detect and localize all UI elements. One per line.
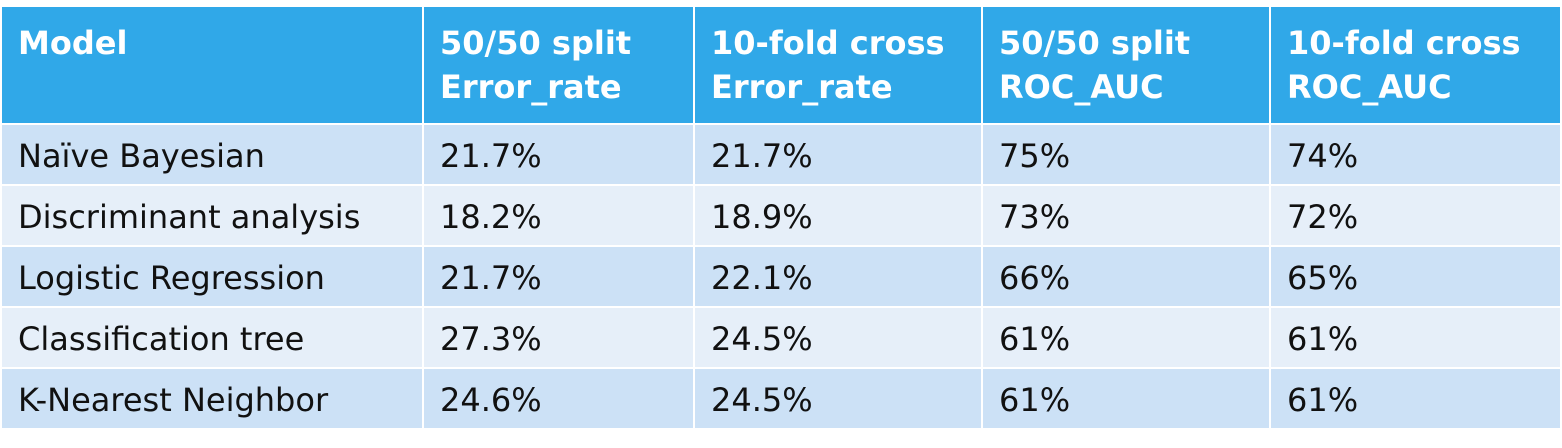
- cell-model: Discriminant analysis: [0, 184, 424, 247]
- header-split-roc-auc: 50/50 split ROC_AUC: [981, 5, 1271, 125]
- header-line: Error_rate: [440, 68, 622, 106]
- cell-split-roc-auc: 75%: [981, 123, 1271, 186]
- cell-cv-roc-auc: 61%: [1269, 367, 1562, 430]
- cell-cv-roc-auc: 72%: [1269, 184, 1562, 247]
- cell-split-error-rate: 21.7%: [422, 123, 695, 186]
- cell-cv-error-rate: 24.5%: [693, 306, 983, 369]
- cell-split-error-rate: 24.6%: [422, 367, 695, 430]
- header-line: Error_rate: [711, 68, 893, 106]
- header-line: 50/50 split: [999, 24, 1191, 62]
- cell-cv-error-rate: 24.5%: [693, 367, 983, 430]
- header-cv-roc-auc: 10-fold cross ROC_AUC: [1269, 5, 1562, 125]
- table-row: Logistic Regression 21.7% 22.1% 66% 65%: [0, 245, 1562, 308]
- cell-cv-roc-auc: 61%: [1269, 306, 1562, 369]
- table-header: Model 50/50 split Error_rate 10-fold cro…: [0, 5, 1562, 125]
- cell-cv-error-rate: 22.1%: [693, 245, 983, 308]
- table-body: Naïve Bayesian 21.7% 21.7% 75% 74% Discr…: [0, 123, 1562, 430]
- cell-split-error-rate: 18.2%: [422, 184, 695, 247]
- cell-split-error-rate: 21.7%: [422, 245, 695, 308]
- table-row: Naïve Bayesian 21.7% 21.7% 75% 74%: [0, 123, 1562, 186]
- header-line: 10-fold cross: [1287, 24, 1521, 62]
- cell-split-roc-auc: 61%: [981, 306, 1271, 369]
- cell-split-roc-auc: 61%: [981, 367, 1271, 430]
- header-line: ROC_AUC: [999, 68, 1164, 106]
- cell-cv-roc-auc: 65%: [1269, 245, 1562, 308]
- header-line: ROC_AUC: [1287, 68, 1452, 106]
- header-line: 10-fold cross: [711, 24, 945, 62]
- cell-model: K-Nearest Neighbor: [0, 367, 424, 430]
- header-row: Model 50/50 split Error_rate 10-fold cro…: [0, 5, 1562, 125]
- cell-model: Logistic Regression: [0, 245, 424, 308]
- header-model: Model: [0, 5, 424, 125]
- cell-model: Classification tree: [0, 306, 424, 369]
- table-row: Discriminant analysis 18.2% 18.9% 73% 72…: [0, 184, 1562, 247]
- cell-cv-roc-auc: 74%: [1269, 123, 1562, 186]
- model-comparison-table: Model 50/50 split Error_rate 10-fold cro…: [0, 5, 1562, 430]
- table-row: K-Nearest Neighbor 24.6% 24.5% 61% 61%: [0, 367, 1562, 430]
- cell-split-roc-auc: 66%: [981, 245, 1271, 308]
- header-cv-error-rate: 10-fold cross Error_rate: [693, 5, 983, 125]
- header-line: Model: [18, 24, 128, 62]
- cell-split-error-rate: 27.3%: [422, 306, 695, 369]
- header-line: 50/50 split: [440, 24, 632, 62]
- header-split-error-rate: 50/50 split Error_rate: [422, 5, 695, 125]
- cell-model: Naïve Bayesian: [0, 123, 424, 186]
- cell-split-roc-auc: 73%: [981, 184, 1271, 247]
- cell-cv-error-rate: 18.9%: [693, 184, 983, 247]
- results-table-container: Model 50/50 split Error_rate 10-fold cro…: [0, 5, 1562, 430]
- table-row: Classification tree 27.3% 24.5% 61% 61%: [0, 306, 1562, 369]
- cell-cv-error-rate: 21.7%: [693, 123, 983, 186]
